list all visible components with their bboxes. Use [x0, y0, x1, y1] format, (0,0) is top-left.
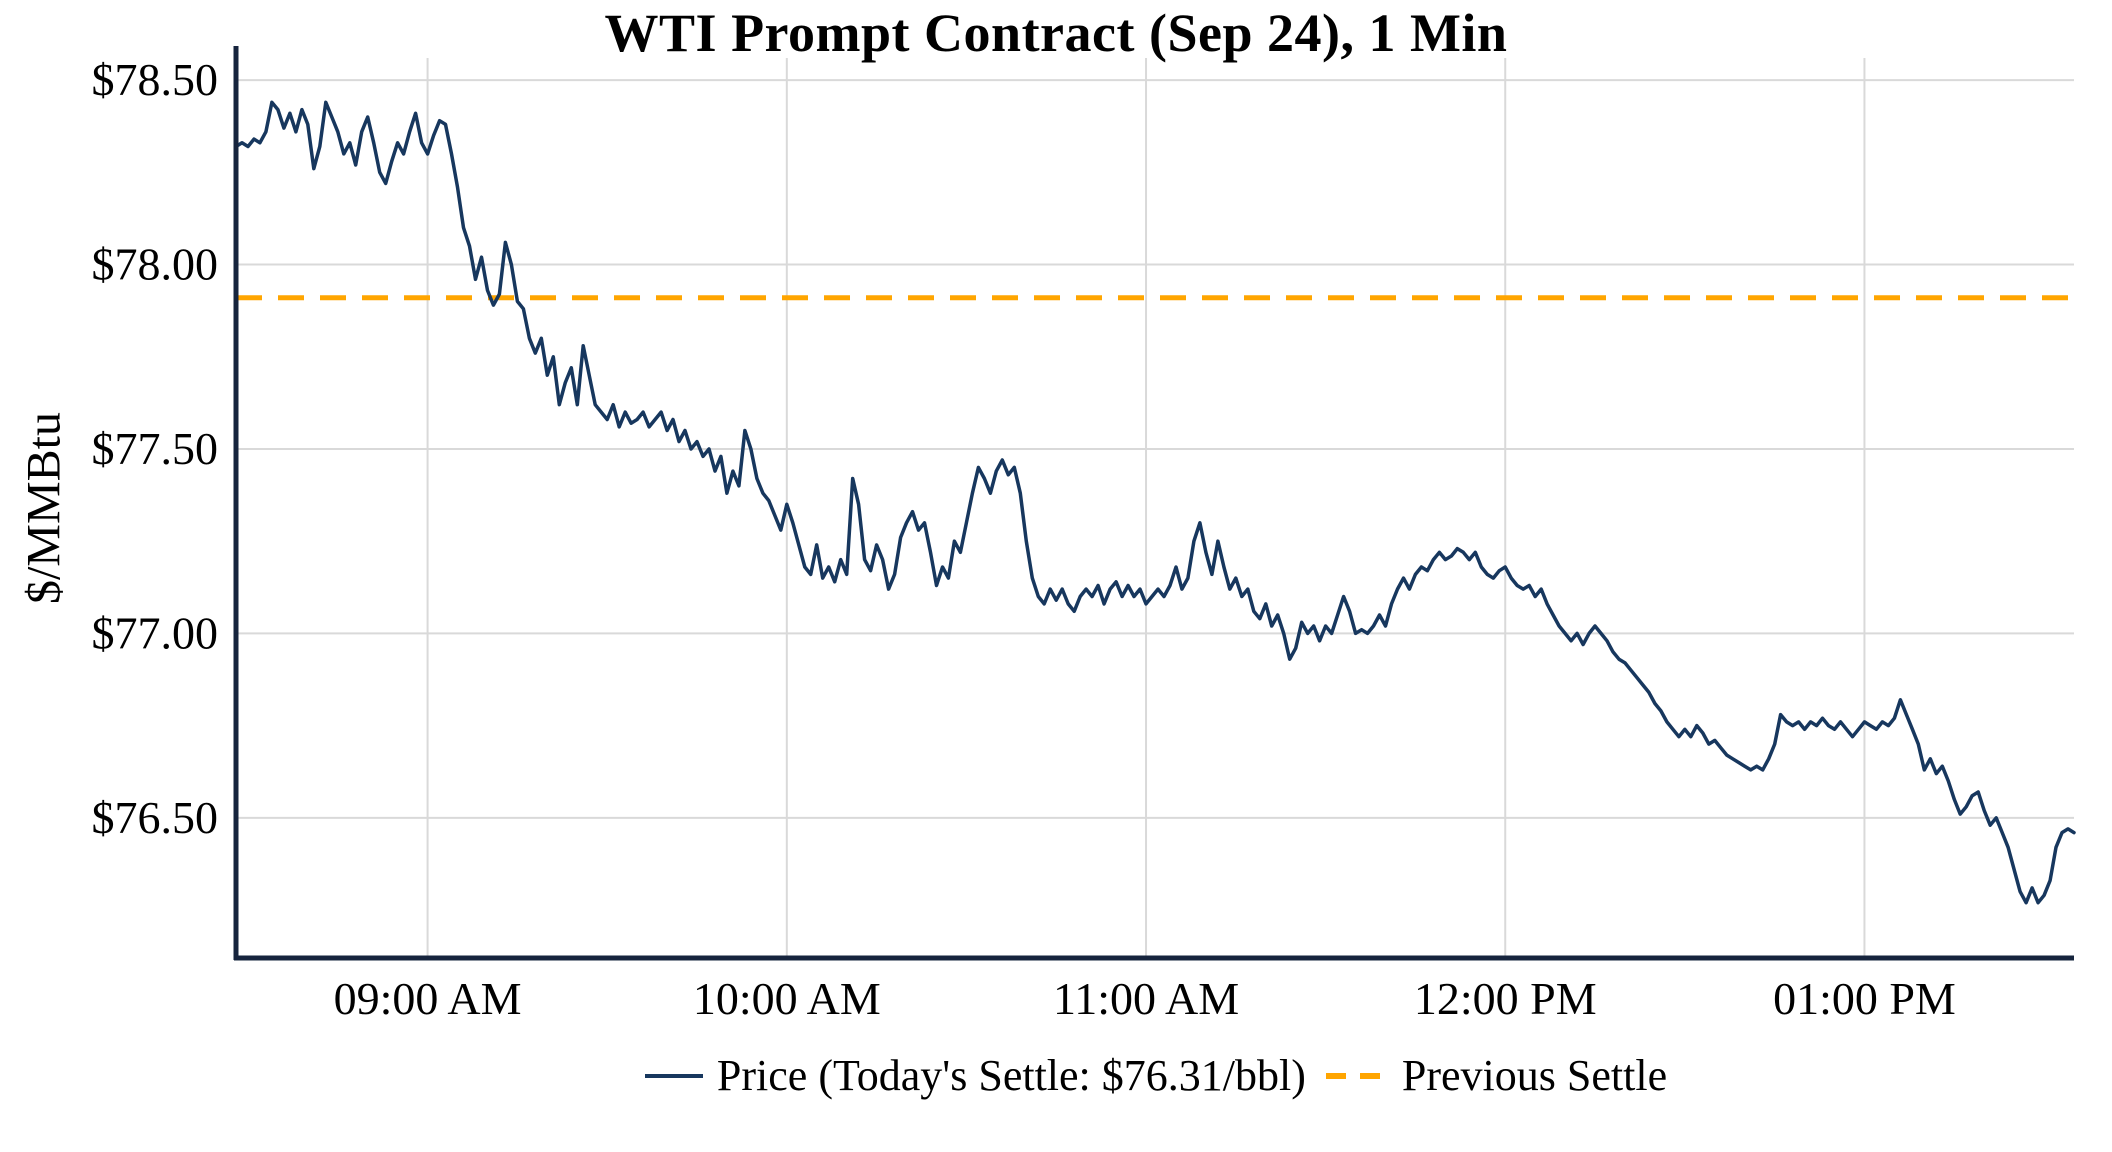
y-tick-label: $77.50: [92, 423, 219, 474]
price-line-swatch-icon: [644, 1073, 703, 1078]
x-tick-label: 01:00 PM: [1773, 973, 1956, 1024]
y-tick-label: $78.50: [92, 54, 219, 105]
y-tick-label: $77.00: [92, 607, 219, 658]
y-tick-label: $78.00: [92, 239, 219, 290]
legend-previous-settle-label: Previous Settle: [1401, 1051, 1668, 1100]
x-tick-label: 12:00 PM: [1414, 973, 1597, 1024]
legend-price-label: Price (Today's Settle: $76.31/bbl): [716, 1051, 1306, 1100]
previous-settle-dash-swatch-icon: [1325, 1072, 1388, 1079]
x-tick-label: 09:00 AM: [334, 973, 522, 1024]
price-line: [234, 100, 2076, 905]
legend-item-previous-settle: Previous Settle: [1324, 1050, 1667, 1101]
chart-title: WTI Prompt Contract (Sep 24), 1 Min: [604, 3, 1508, 63]
x-tick-label: 11:00 AM: [1053, 973, 1239, 1024]
legend: Price (Today's Settle: $76.31/bbl) Previ…: [236, 1050, 2074, 1101]
y-tick-label: $76.50: [92, 792, 219, 843]
legend-item-price: Price (Today's Settle: $76.31/bbl): [643, 1050, 1306, 1101]
x-tick-label: 10:00 AM: [693, 973, 881, 1024]
